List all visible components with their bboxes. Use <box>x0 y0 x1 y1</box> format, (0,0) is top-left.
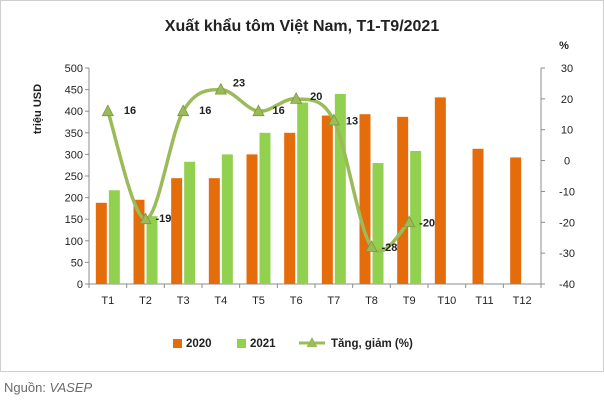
y-tick-label: 450 <box>65 85 83 97</box>
plot-area: 050100150200250300350400450500-40-30-20-… <box>65 63 575 307</box>
bar-2020-T7 <box>321 115 333 285</box>
line-point-marker <box>403 215 416 228</box>
y-tick-label: 500 <box>65 63 83 75</box>
x-tick-label: T12 <box>513 295 532 307</box>
line-data-label: 13 <box>346 115 358 127</box>
line-point-marker <box>365 240 378 252</box>
x-tick-label: T4 <box>214 295 227 307</box>
x-tick-label: T8 <box>365 295 378 307</box>
y-axis-label: triệu USD <box>32 84 44 134</box>
legend: 2020 2021 Tăng, giảm (%) <box>173 337 413 350</box>
y2-tick-label: -10 <box>559 186 575 198</box>
x-tick-label: T5 <box>252 295 265 307</box>
combo-chart: Xuất khẩu tôm Việt Nam, T1-T9/2021 % tri… <box>32 17 575 350</box>
y-tick-label: 0 <box>77 279 83 291</box>
bar-2021-T5 <box>259 132 271 284</box>
y2-tick-label: 0 <box>564 156 570 168</box>
y2-axis-label: % <box>559 40 569 52</box>
x-tick-label: T3 <box>177 295 190 307</box>
bar-2020-T12 <box>510 157 522 284</box>
legend-label-line: Tăng, giảm (%) <box>331 338 413 350</box>
y2-tick-label: 30 <box>561 63 573 75</box>
x-tick-label: T6 <box>290 295 303 307</box>
bar-2021-T8 <box>372 163 384 284</box>
source-label: Nguồn: <box>4 380 50 395</box>
y-tick-label: 100 <box>65 236 83 248</box>
bar-2020-T11 <box>472 148 484 284</box>
bar-2020-T8 <box>359 114 371 284</box>
x-tick-label: T9 <box>403 295 416 307</box>
y-tick-label: 350 <box>65 128 83 140</box>
legend-marker-line <box>306 337 318 347</box>
bar-2021-T7 <box>334 93 346 284</box>
line-point-marker <box>327 113 340 126</box>
bar-2021-T2 <box>146 216 158 284</box>
y2-tick-label: -20 <box>559 217 575 229</box>
y-tick-label: 150 <box>65 214 83 226</box>
line-data-label: 23 <box>233 78 245 90</box>
bar-2020-T9 <box>397 116 409 284</box>
bar-2020-T2 <box>133 199 145 284</box>
line-data-label: -19 <box>156 213 172 225</box>
bar-2020-T1 <box>95 202 107 284</box>
legend-label-2021: 2021 <box>250 338 276 350</box>
line-point-marker <box>139 212 152 225</box>
chart-frame: Xuất khẩu tôm Việt Nam, T1-T9/2021 % tri… <box>0 0 604 372</box>
y2-tick-label: 20 <box>561 94 573 106</box>
y-tick-label: 250 <box>65 171 83 183</box>
line-point-marker <box>101 104 114 117</box>
y-tick-label: 400 <box>65 106 83 118</box>
bar-2021-T1 <box>108 190 120 284</box>
y-tick-label: 50 <box>71 257 83 269</box>
bar-2020-T10 <box>434 97 446 284</box>
bar-2020-T5 <box>246 154 258 284</box>
y2-tick-label: 10 <box>561 125 573 137</box>
line-data-label: -28 <box>382 242 398 254</box>
legend-label-2020: 2020 <box>186 338 212 350</box>
source-caption: Nguồn: VASEP <box>4 380 92 395</box>
bar-2020-T6 <box>284 132 296 284</box>
line-data-label: 16 <box>124 105 136 117</box>
bar-2021-T3 <box>184 161 196 284</box>
chart-title: Xuất khẩu tôm Việt Nam, T1-T9/2021 <box>165 17 440 35</box>
bar-2021-T4 <box>221 154 233 284</box>
bar-2020-T3 <box>171 178 183 284</box>
x-tick-label: T1 <box>101 295 114 307</box>
bar-2021-T9 <box>410 150 422 284</box>
line-data-label: 16 <box>199 105 211 117</box>
x-tick-label: T10 <box>437 295 456 307</box>
x-tick-label: T11 <box>475 295 493 307</box>
y-tick-label: 200 <box>65 193 83 205</box>
y2-tick-label: -30 <box>559 248 575 260</box>
legend-swatch-2021 <box>237 339 246 348</box>
line-point-marker <box>252 104 265 117</box>
y-tick-label: 300 <box>65 149 83 161</box>
line-point-marker <box>214 82 227 95</box>
x-tick-label: T7 <box>327 295 340 307</box>
line-point-marker <box>177 104 190 117</box>
bar-2021-T6 <box>297 102 309 284</box>
source-value: VASEP <box>49 380 93 395</box>
y2-tick-label: -40 <box>559 279 575 291</box>
bar-2020-T4 <box>208 178 220 284</box>
line-data-label: -20 <box>419 217 435 229</box>
x-tick-label: T2 <box>139 295 152 307</box>
line-data-label: 20 <box>310 91 322 103</box>
line-data-label: 16 <box>273 105 285 117</box>
legend-swatch-2020 <box>173 339 182 348</box>
line-point-marker <box>290 91 303 104</box>
